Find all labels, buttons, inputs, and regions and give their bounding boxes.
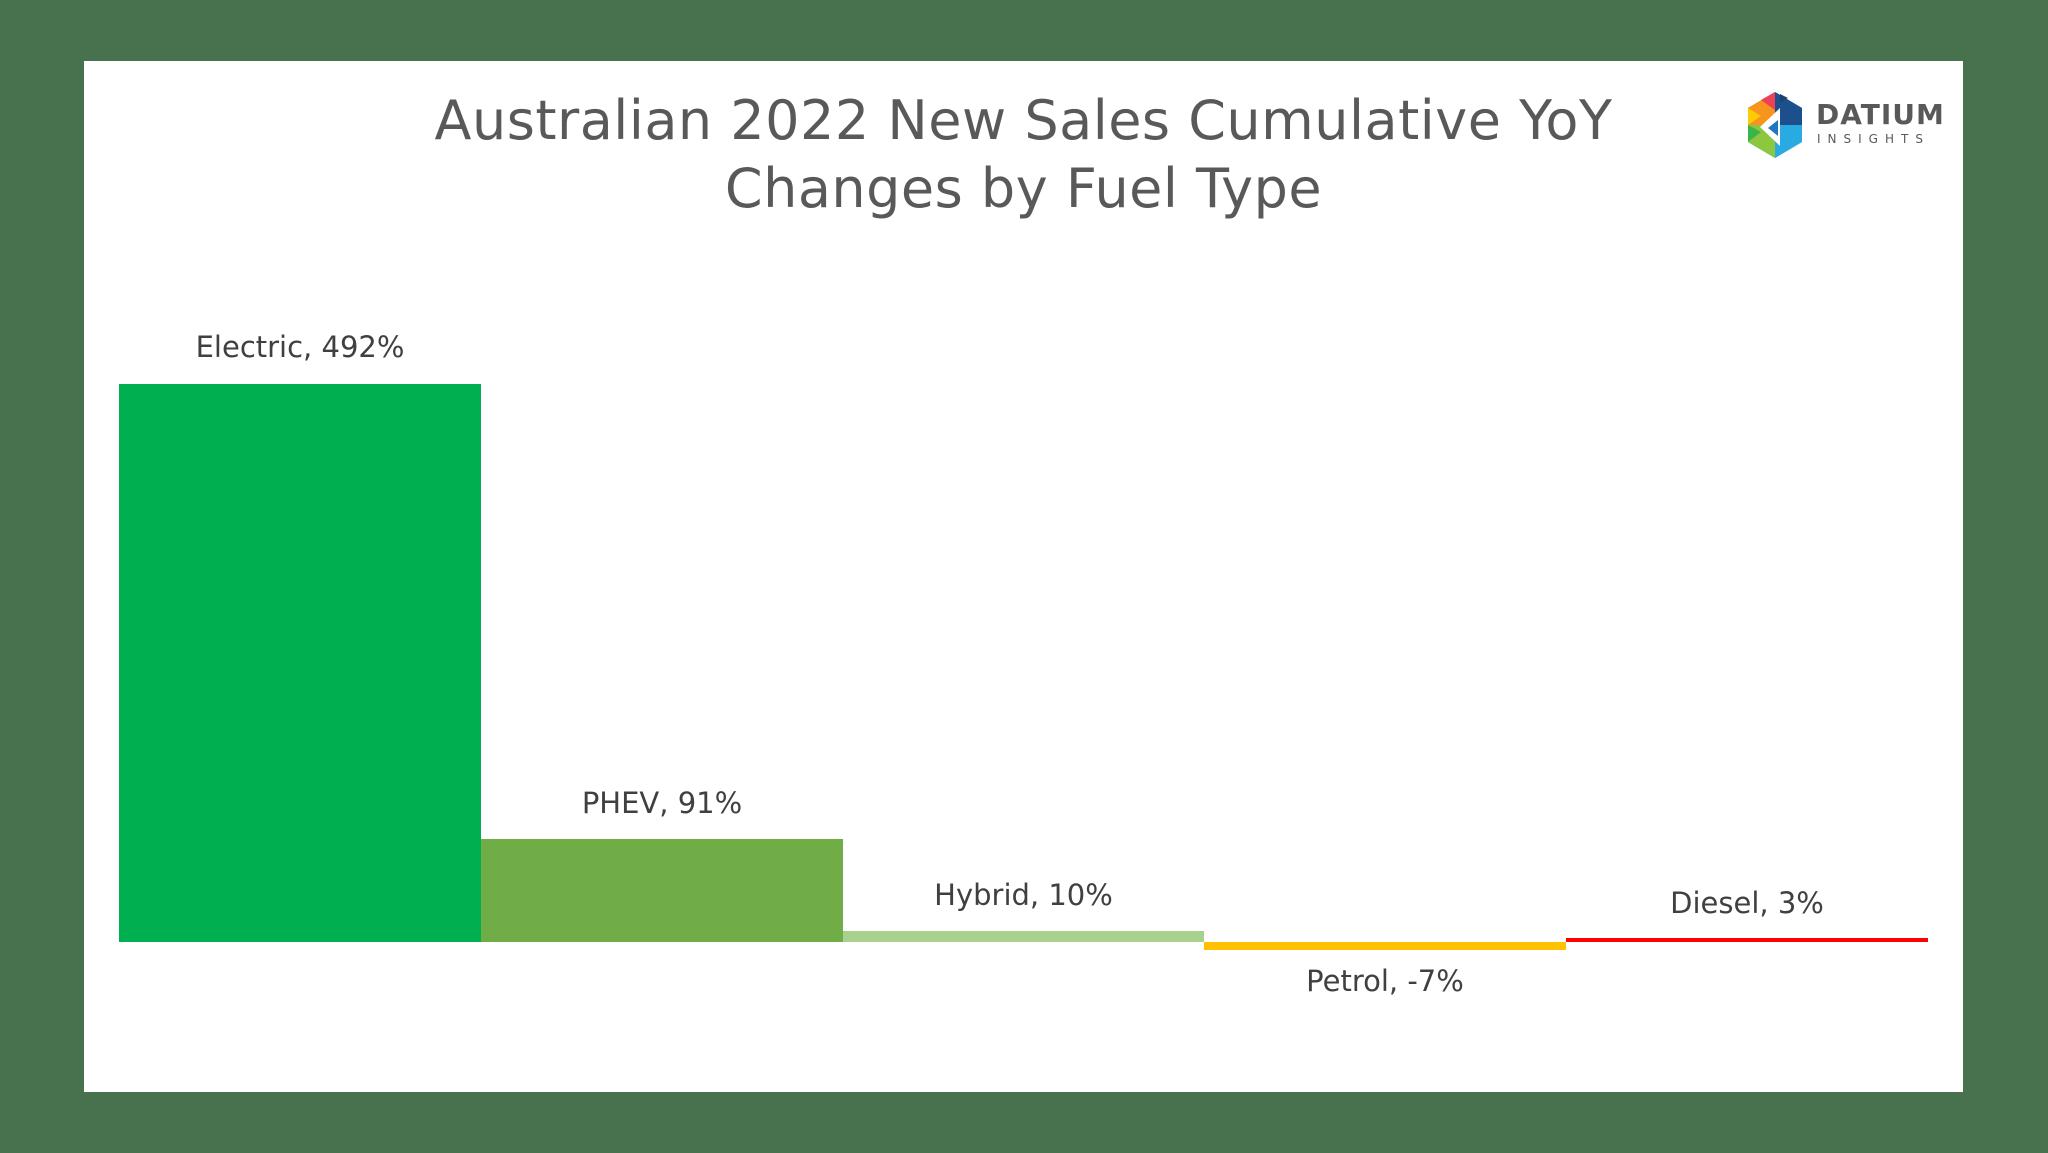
bar-electric bbox=[119, 384, 481, 942]
bar-diesel bbox=[1566, 938, 1928, 942]
label-petrol: Petrol, -7% bbox=[1306, 964, 1464, 998]
bar-hybrid bbox=[843, 931, 1204, 942]
chart-title-line2: Changes by Fuel Type bbox=[724, 157, 1323, 220]
chart-panel: Australian 2022 New Sales Cumulative YoY… bbox=[84, 61, 1963, 1092]
bar-phev bbox=[481, 839, 843, 942]
logo-name: DATIUM bbox=[1816, 98, 1945, 131]
hexagon-d-logo-icon bbox=[1748, 92, 1802, 158]
label-phev: PHEV, 91% bbox=[581, 786, 743, 820]
logo-subtitle: INSIGHTS bbox=[1817, 132, 1930, 146]
chart-title: Australian 2022 New Sales Cumulative YoY… bbox=[84, 87, 1963, 223]
label-diesel: Diesel, 3% bbox=[1670, 886, 1824, 920]
label-electric: Electric, 492% bbox=[195, 330, 405, 364]
chart-title-line1: Australian 2022 New Sales Cumulative YoY bbox=[434, 89, 1613, 152]
bar-petrol bbox=[1204, 942, 1566, 950]
datium-logo: DATIUM INSIGHTS bbox=[1744, 86, 1944, 166]
label-hybrid: Hybrid, 10% bbox=[934, 878, 1113, 912]
